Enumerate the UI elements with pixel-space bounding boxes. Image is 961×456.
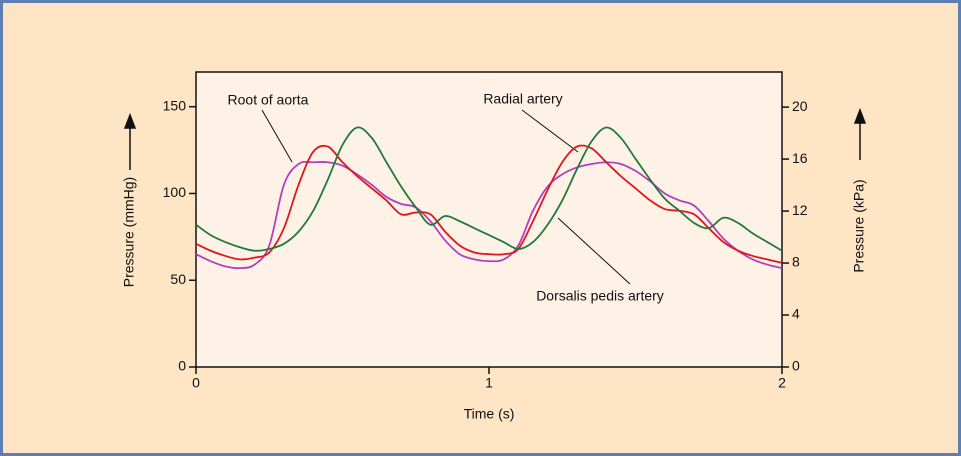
- y2-tick-label: 16: [792, 150, 808, 166]
- annotation: Radial artery: [483, 91, 562, 107]
- y2-tick-label: 8: [792, 254, 800, 270]
- y-tick-label: 50: [170, 271, 186, 287]
- x-tick-label: 0: [192, 375, 200, 391]
- y2-axis-label: Pressure (kPa): [851, 179, 867, 272]
- plot-area: [195, 71, 783, 368]
- axis-arrows: [123, 107, 867, 170]
- line-series: [195, 144, 783, 264]
- y-axis-label: Pressure (mmHg): [121, 177, 137, 287]
- annotation: Dorsalis pedis artery: [536, 288, 664, 304]
- line-series: [195, 160, 783, 270]
- y2-tick-label: 4: [792, 306, 800, 322]
- annotation: Root of aorta: [228, 92, 309, 108]
- y-tick-label: 0: [178, 358, 186, 374]
- y-tick-label: 150: [163, 97, 187, 113]
- y2-tick-label: 20: [792, 98, 808, 114]
- y2-tick-label: 12: [792, 202, 808, 218]
- x-axis-label: Time (s): [464, 406, 515, 422]
- y-tick-label: 100: [163, 184, 187, 200]
- x-tick-label: 2: [778, 375, 786, 391]
- y2-tick-label: 0: [792, 358, 800, 374]
- leader-lines: [261, 109, 631, 285]
- line-series: [195, 126, 783, 252]
- x-tick-label: 1: [485, 375, 493, 391]
